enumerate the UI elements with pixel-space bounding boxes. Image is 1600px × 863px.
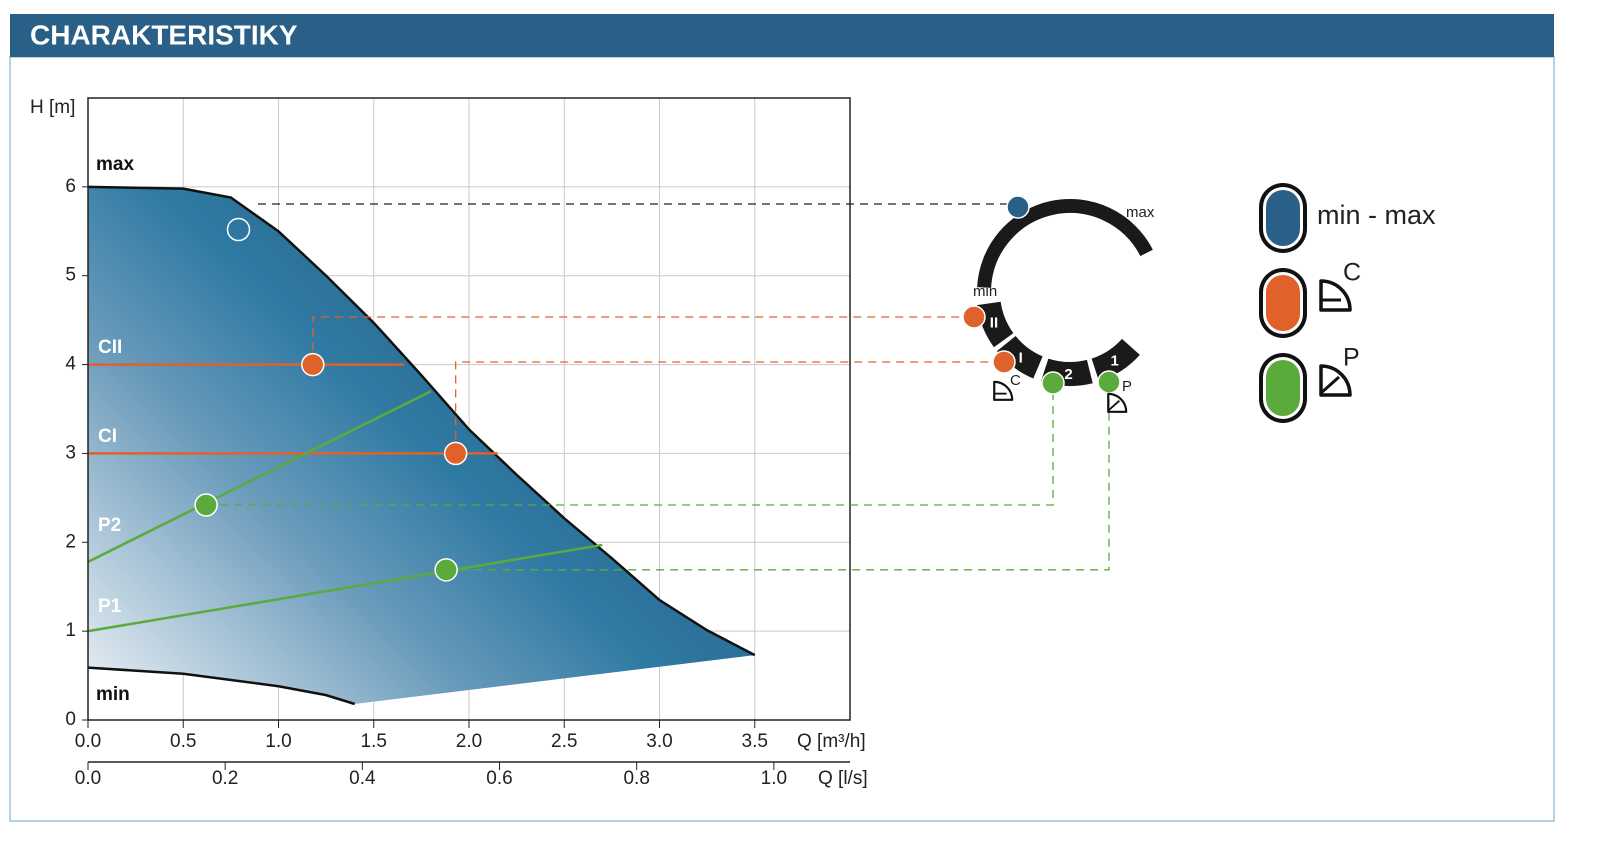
- x-tick-label: 1.0: [265, 731, 291, 752]
- pump-icon: [1319, 364, 1352, 397]
- pump-icon-line: [1107, 399, 1121, 412]
- y-tick-label: 0: [65, 709, 76, 730]
- legend-label: C: [1343, 259, 1361, 287]
- dial-segment: [1040, 358, 1093, 386]
- legend-label: min - max: [1317, 200, 1436, 230]
- x2-tick-label: 1.0: [761, 768, 787, 789]
- operating-point: [301, 352, 325, 377]
- dial-max-label: max: [1126, 204, 1155, 221]
- x-tick-label: 2.5: [551, 731, 577, 752]
- header-title: CHARAKTERISTIKY: [30, 19, 298, 50]
- y-axis-label: H [m]: [30, 97, 75, 118]
- operating-area: [88, 186, 755, 705]
- connector: [455, 361, 1004, 454]
- legend-label: P: [1343, 344, 1360, 372]
- series-line: [87, 390, 432, 563]
- series-label: P2: [98, 515, 121, 536]
- series-label: CII: [98, 337, 122, 358]
- y-tick-label: 4: [65, 354, 76, 375]
- x2-tick-label: 0.2: [212, 768, 238, 789]
- dial-symbol-label: P: [1122, 378, 1132, 395]
- x-tick-label: 2.0: [456, 731, 482, 752]
- pump-icon: [1319, 279, 1352, 312]
- operating-point: [194, 493, 218, 517]
- x-tick-label: 0.0: [75, 731, 101, 752]
- legend: min - max C P: [1259, 183, 1436, 423]
- chart: 0 1 2 3 4 5 6 0.0 0.5 1.0 1.5 2.0 2.5 3.0 3.5 0.0 0.2 0.4…: [30, 97, 1110, 789]
- y-tick-label: 6: [65, 176, 76, 197]
- y-tick-label: 5: [65, 265, 76, 286]
- pump-icon: [993, 380, 1014, 401]
- dial-dot: [1097, 370, 1121, 394]
- x-tick-label: 3.0: [646, 731, 672, 752]
- pump-icon-outline: [993, 380, 1014, 401]
- dial-segment-label: 1: [1110, 353, 1118, 370]
- pump-icon: [1107, 392, 1128, 413]
- dial-dot: [962, 305, 986, 329]
- x2-tick-label: 0.4: [349, 768, 376, 789]
- y-tick-label: 3: [65, 442, 76, 463]
- operating-point: [226, 217, 251, 242]
- x-axis-label: Q [m³/h]: [797, 731, 866, 752]
- dial-segment-label: II: [990, 315, 998, 332]
- series-line: [87, 666, 356, 706]
- x2-axis-label: Q [l/s]: [818, 768, 868, 789]
- x2-tick-label: 0.6: [486, 768, 512, 789]
- header-bar: [10, 14, 1554, 57]
- dial-segment: [976, 301, 1014, 348]
- x2-tick-label: 0.0: [75, 768, 101, 789]
- dial-dot: [992, 350, 1016, 374]
- x-tick-label: 3.5: [742, 731, 768, 752]
- series-line: [87, 185, 756, 657]
- pump-icon-line: [1320, 375, 1340, 395]
- legend-swatch: [1266, 360, 1300, 416]
- dial-dot: [1041, 371, 1065, 395]
- series-label: CI: [98, 426, 117, 447]
- dial-segment: [996, 335, 1044, 379]
- y-tick-label: 1: [65, 620, 76, 641]
- x2-tick-label: 0.8: [623, 768, 649, 789]
- dial-segment: [1091, 338, 1140, 382]
- connector: [312, 316, 974, 365]
- dial-dot: [1006, 195, 1030, 219]
- operating-point: [434, 558, 458, 582]
- dial-segment-label: 2: [1064, 366, 1072, 383]
- dial-segment-label: I: [1019, 349, 1023, 366]
- legend-swatch: [1266, 275, 1300, 331]
- series-line: [87, 543, 603, 633]
- connector: [446, 382, 1110, 571]
- connector: [206, 383, 1054, 506]
- operating-point: [443, 441, 468, 466]
- plot-border: [87, 97, 851, 721]
- dial-arc: [977, 199, 1153, 288]
- x-tick-label: 1.5: [361, 731, 387, 752]
- pump-icon-outline: [1319, 279, 1352, 312]
- series-label: P1: [98, 596, 122, 617]
- legend-swatch: [1266, 190, 1300, 246]
- pump-icon-outline: [1107, 392, 1128, 413]
- y-tick-label: 2: [65, 531, 76, 552]
- x-tick-label: 0.5: [170, 731, 196, 752]
- series-label: max: [96, 154, 134, 175]
- series-label: min: [96, 684, 130, 705]
- dial-symbol-label: C: [1010, 372, 1021, 389]
- pump-icon-outline: [1319, 364, 1352, 397]
